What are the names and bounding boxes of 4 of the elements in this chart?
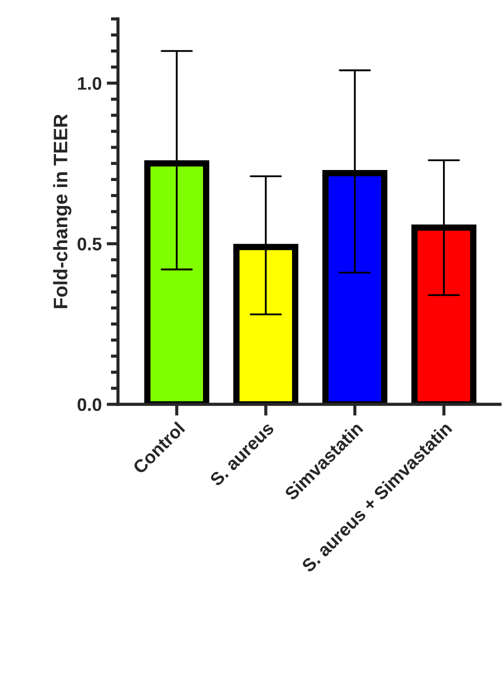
y-axis-title: Fold-change in TEER [53,114,72,308]
y-tick-label: 0.5 [78,238,102,250]
y-tick-label: 1.0 [78,77,102,90]
y-tick-label: 0.0 [78,398,102,412]
